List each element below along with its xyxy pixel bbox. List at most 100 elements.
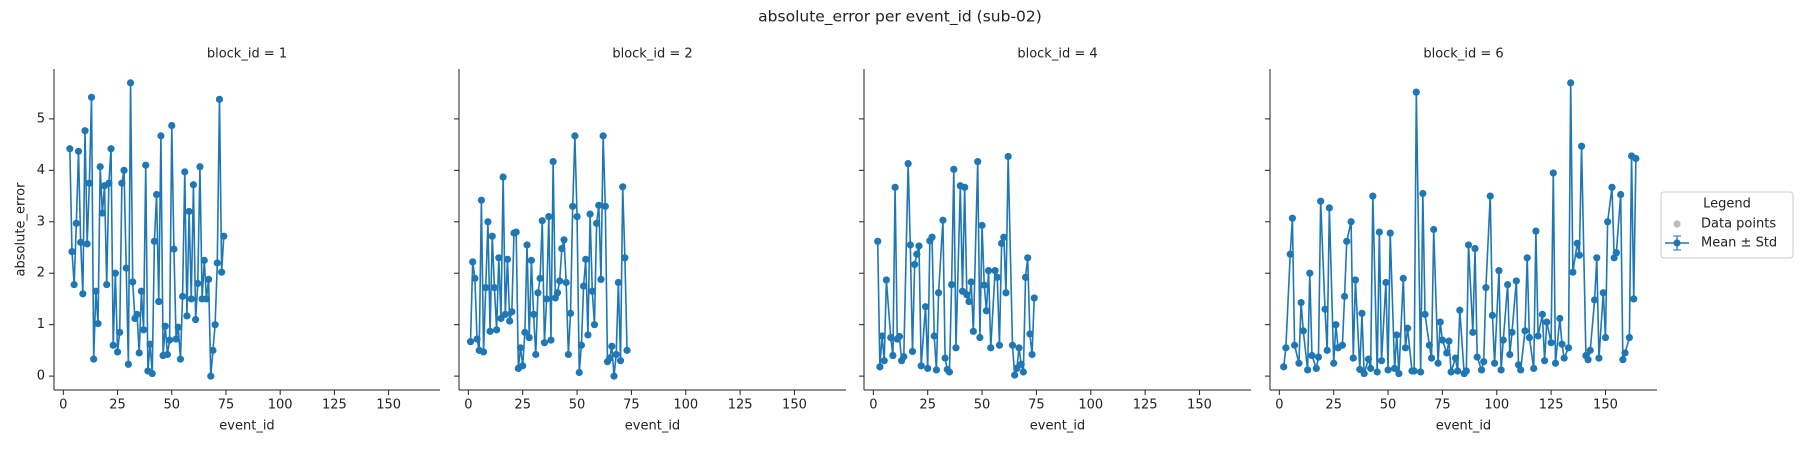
y-axis-label: absolute_error <box>14 182 29 277</box>
data-point <box>471 274 479 282</box>
data-point <box>987 344 995 352</box>
data-point <box>172 335 180 343</box>
y-tick-label: 4 <box>37 163 45 178</box>
data-point <box>111 269 119 277</box>
x-tick-label: 75 <box>623 398 640 413</box>
legend-box <box>1660 191 1794 259</box>
data-point <box>1375 228 1383 236</box>
data-point <box>610 372 618 380</box>
data-point <box>880 357 888 365</box>
data-point <box>1404 324 1412 332</box>
data-point <box>974 157 982 166</box>
data-point <box>952 344 960 352</box>
data-point <box>85 179 93 187</box>
data-point <box>1386 229 1394 237</box>
data-point <box>129 278 137 286</box>
data-point <box>81 127 89 135</box>
data-point <box>1412 88 1420 96</box>
data-point <box>493 326 501 334</box>
data-point <box>941 354 949 362</box>
legend-marker <box>1673 220 1681 228</box>
data-point <box>908 347 917 356</box>
data-point <box>1584 356 1592 364</box>
data-point <box>961 183 969 191</box>
data-point <box>1338 341 1346 349</box>
data-point <box>980 281 988 289</box>
data-point <box>1549 169 1557 177</box>
data-point <box>486 327 494 335</box>
data-point <box>523 241 531 249</box>
data-point <box>906 241 914 249</box>
data-point <box>107 145 115 153</box>
data-point <box>482 284 490 292</box>
data-point <box>1488 311 1497 320</box>
data-point <box>516 344 525 352</box>
data-point <box>595 201 603 209</box>
data-point <box>1480 358 1488 366</box>
data-point <box>124 360 132 368</box>
data-point <box>1373 368 1381 376</box>
data-point <box>1306 269 1314 277</box>
data-point <box>178 292 187 300</box>
data-point <box>1523 254 1531 262</box>
data-point <box>1008 341 1017 349</box>
data-point <box>473 335 481 343</box>
data-point <box>614 278 622 287</box>
data-point <box>571 132 579 140</box>
data-point <box>1304 366 1312 374</box>
data-point <box>1591 296 1599 304</box>
x-tick-label: 100 <box>673 398 698 413</box>
data-point <box>1567 79 1575 87</box>
data-point <box>92 287 100 295</box>
data-point <box>1019 368 1027 376</box>
data-point <box>113 348 122 356</box>
data-point <box>874 237 882 245</box>
data-point <box>924 364 932 372</box>
x-tick-label: 25 <box>919 398 936 413</box>
data-point <box>1473 353 1481 361</box>
data-point <box>1369 192 1377 200</box>
data-point <box>1017 360 1025 368</box>
x-axis-label: event_id <box>1030 419 1085 434</box>
data-point <box>479 348 488 356</box>
data-point <box>1477 366 1486 374</box>
data-point <box>569 202 577 210</box>
data-point <box>196 163 204 171</box>
x-tick-label: 0 <box>1275 398 1283 413</box>
data-point <box>501 310 509 318</box>
data-point <box>876 363 884 371</box>
data-point <box>103 280 111 289</box>
data-point <box>1534 332 1542 340</box>
data-point <box>887 333 895 342</box>
data-point <box>878 332 886 340</box>
x-tick-label: 50 <box>974 398 991 413</box>
data-point <box>105 179 113 187</box>
data-point <box>1332 321 1340 329</box>
data-point <box>593 219 601 227</box>
data-point <box>965 297 973 306</box>
data-point <box>1530 364 1538 372</box>
data-point <box>66 145 74 153</box>
data-point <box>525 333 533 342</box>
data-point <box>1384 366 1392 374</box>
data-point <box>477 196 485 204</box>
data-point <box>1556 314 1564 323</box>
data-point <box>1325 204 1333 212</box>
x-tick-label: 100 <box>1078 398 1103 413</box>
data-point <box>83 240 91 248</box>
data-point <box>94 320 102 328</box>
data-point <box>584 331 592 339</box>
data-point <box>122 264 130 272</box>
data-point <box>599 132 607 140</box>
data-point <box>519 362 527 370</box>
data-point <box>932 366 940 374</box>
data-point <box>1382 278 1390 287</box>
data-point <box>150 237 159 245</box>
data-point <box>1630 295 1638 303</box>
data-point <box>995 341 1004 349</box>
data-point <box>1349 354 1357 362</box>
data-point <box>1621 349 1629 357</box>
x-tick-label: 25 <box>1325 398 1342 413</box>
data-point <box>1021 273 1030 281</box>
data-point <box>1456 306 1464 314</box>
